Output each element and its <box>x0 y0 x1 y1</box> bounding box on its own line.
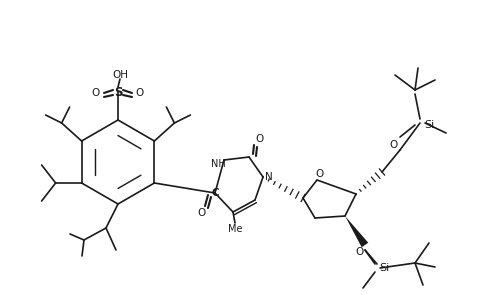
Polygon shape <box>345 216 367 247</box>
Text: O: O <box>92 88 100 98</box>
Text: C: C <box>211 188 218 198</box>
Text: NH: NH <box>210 159 225 169</box>
Text: Si: Si <box>423 120 433 130</box>
Text: O: O <box>355 247 364 257</box>
Text: O: O <box>254 134 263 144</box>
Text: S: S <box>114 86 122 99</box>
Text: Me: Me <box>227 224 242 234</box>
Text: O: O <box>136 88 144 98</box>
Text: N: N <box>264 172 272 182</box>
Text: O: O <box>315 169 324 179</box>
Text: OH: OH <box>112 70 128 80</box>
Text: O: O <box>197 208 204 218</box>
Text: Si: Si <box>378 263 388 273</box>
Text: O: O <box>388 140 396 150</box>
